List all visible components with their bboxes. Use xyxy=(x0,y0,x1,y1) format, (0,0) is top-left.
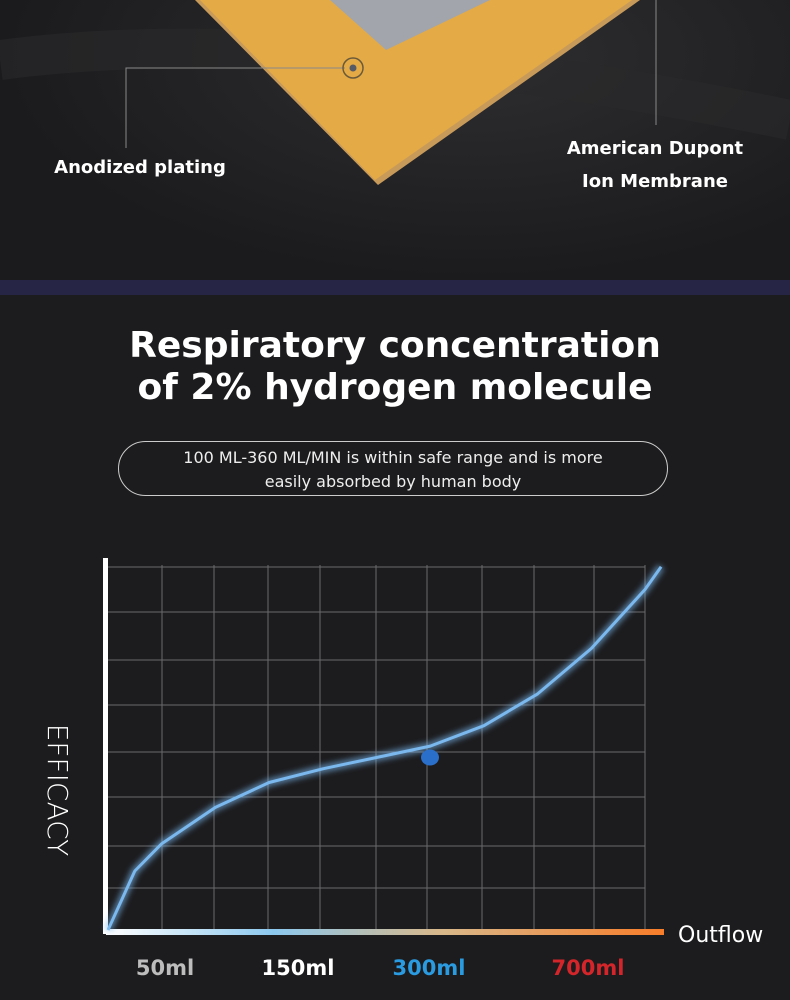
y-axis-label: EFFICACY xyxy=(41,724,74,857)
tick-label-300ml: 300ml xyxy=(393,956,466,980)
grid xyxy=(108,565,646,930)
note-line1: 100 ML-360 ML/MIN is within safe range a… xyxy=(183,448,603,467)
page-title: Respiratory concentration of 2% hydrogen… xyxy=(0,325,790,409)
tick-label-700ml: 700ml xyxy=(552,956,625,980)
callout-marker xyxy=(342,57,364,79)
gold-plate xyxy=(200,0,632,180)
efficacy-chart: Outflow EFFICACY 50ml 150ml 300ml 700ml xyxy=(41,558,763,980)
title-line2: of 2% hydrogen molecule xyxy=(137,367,653,408)
x-axis xyxy=(106,929,664,935)
tick-label-150ml: 150ml xyxy=(262,956,335,980)
callout-membrane-line1: American Dupont xyxy=(566,138,744,159)
x-axis-label: Outflow xyxy=(678,923,763,948)
membrane-graphic xyxy=(0,0,790,185)
tick-label-50ml: 50ml xyxy=(136,956,194,980)
title-line1: Respiratory concentration xyxy=(129,325,661,366)
info-note: 100 ML-360 ML/MIN is within safe range a… xyxy=(118,441,668,496)
note-line2: easily absorbed by human body xyxy=(264,472,522,491)
callout-line-left xyxy=(125,67,345,148)
y-axis xyxy=(103,558,108,934)
callout-membrane: American Dupont Ion Membrane xyxy=(548,132,762,198)
membrane-layer xyxy=(330,0,490,50)
product-illustration: Anodized plating American Dupont Ion Mem… xyxy=(0,0,790,280)
callout-anodized: Anodized plating xyxy=(54,157,226,178)
efficacy-curve xyxy=(106,565,663,931)
curve-glow xyxy=(104,564,665,932)
highlight-point xyxy=(421,749,439,766)
divider-strip xyxy=(0,280,790,295)
callout-membrane-line2: Ion Membrane xyxy=(582,171,728,192)
